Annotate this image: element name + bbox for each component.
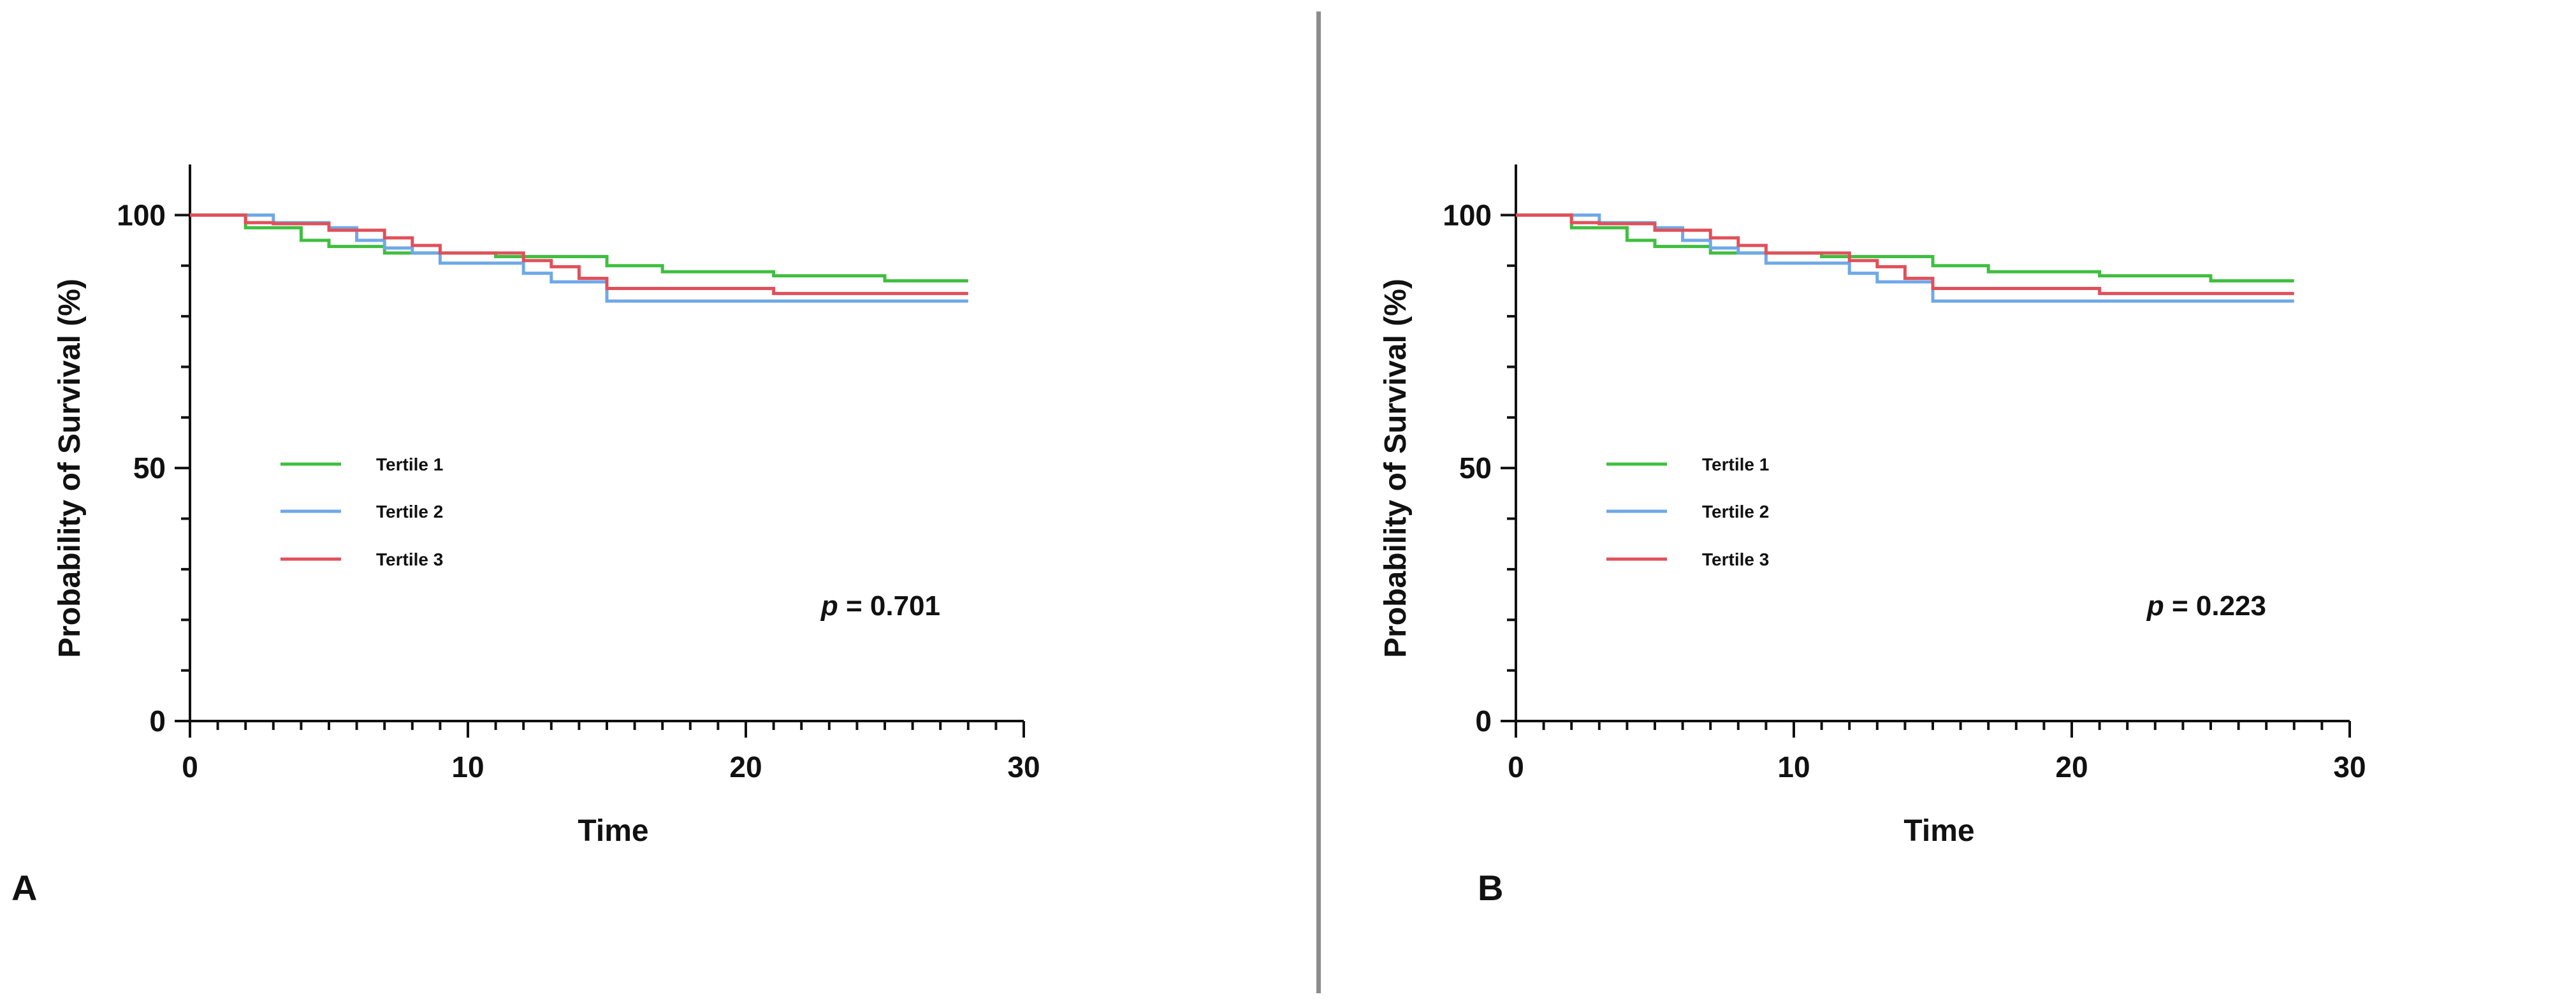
p-value-text: = 0.223: [2164, 590, 2266, 622]
survival-chart-a: 0 50 100 0 10 20 30 Time Probability of Survival…: [53, 164, 1040, 848]
x-tick-label: 20: [2055, 750, 2088, 784]
x-tick-label: 20: [729, 750, 762, 784]
x-axis-label: Time: [578, 814, 648, 848]
y-tick-label: 100: [1443, 198, 1492, 231]
y-tick-label: 0: [149, 704, 166, 738]
survival-chart-b: 0 50 100 0 10 20 30 Time Probability of Survival…: [1379, 164, 2366, 848]
panel-label-a: A: [11, 868, 38, 908]
legend-label-tertile-2: Tertile 2: [376, 502, 443, 521]
x-tick-label: 30: [2333, 750, 2366, 784]
legend-label-tertile-3: Tertile 3: [376, 550, 443, 569]
x-axis-label: Time: [1903, 814, 1974, 848]
y-tick-label: 0: [1475, 704, 1492, 738]
legend-label-tertile-3: Tertile 3: [1702, 550, 1769, 569]
x-tick-label: 0: [1508, 750, 1524, 784]
p-value-annotation: p = 0.223: [2146, 590, 2266, 622]
y-tick-label: 50: [1459, 451, 1492, 485]
legend-label-tertile-2: Tertile 2: [1702, 502, 1769, 521]
y-tick-label: 100: [117, 198, 166, 231]
y-tick-label: 50: [133, 451, 166, 485]
survival-curve-tertile-3: [190, 213, 968, 295]
p-value-annotation: p = 0.701: [820, 590, 940, 622]
x-tick-label: 10: [1777, 750, 1810, 784]
p-symbol: p: [820, 590, 838, 622]
y-axis-label: Probability of Survival (%): [1379, 279, 1413, 658]
y-axis-label: Probability of Survival (%): [53, 279, 87, 658]
legend-label-tertile-1: Tertile 1: [376, 455, 443, 474]
panel-divider: [1316, 11, 1321, 993]
p-symbol: p: [2146, 590, 2164, 622]
x-tick-label: 10: [451, 750, 484, 784]
x-tick-label: 0: [182, 750, 198, 784]
survival-curve-tertile-3: [1516, 213, 2294, 295]
panel-label-b: B: [1478, 868, 1504, 908]
legend-label-tertile-1: Tertile 1: [1702, 455, 1769, 474]
p-value-text: = 0.701: [838, 590, 940, 622]
x-tick-label: 30: [1007, 750, 1040, 784]
